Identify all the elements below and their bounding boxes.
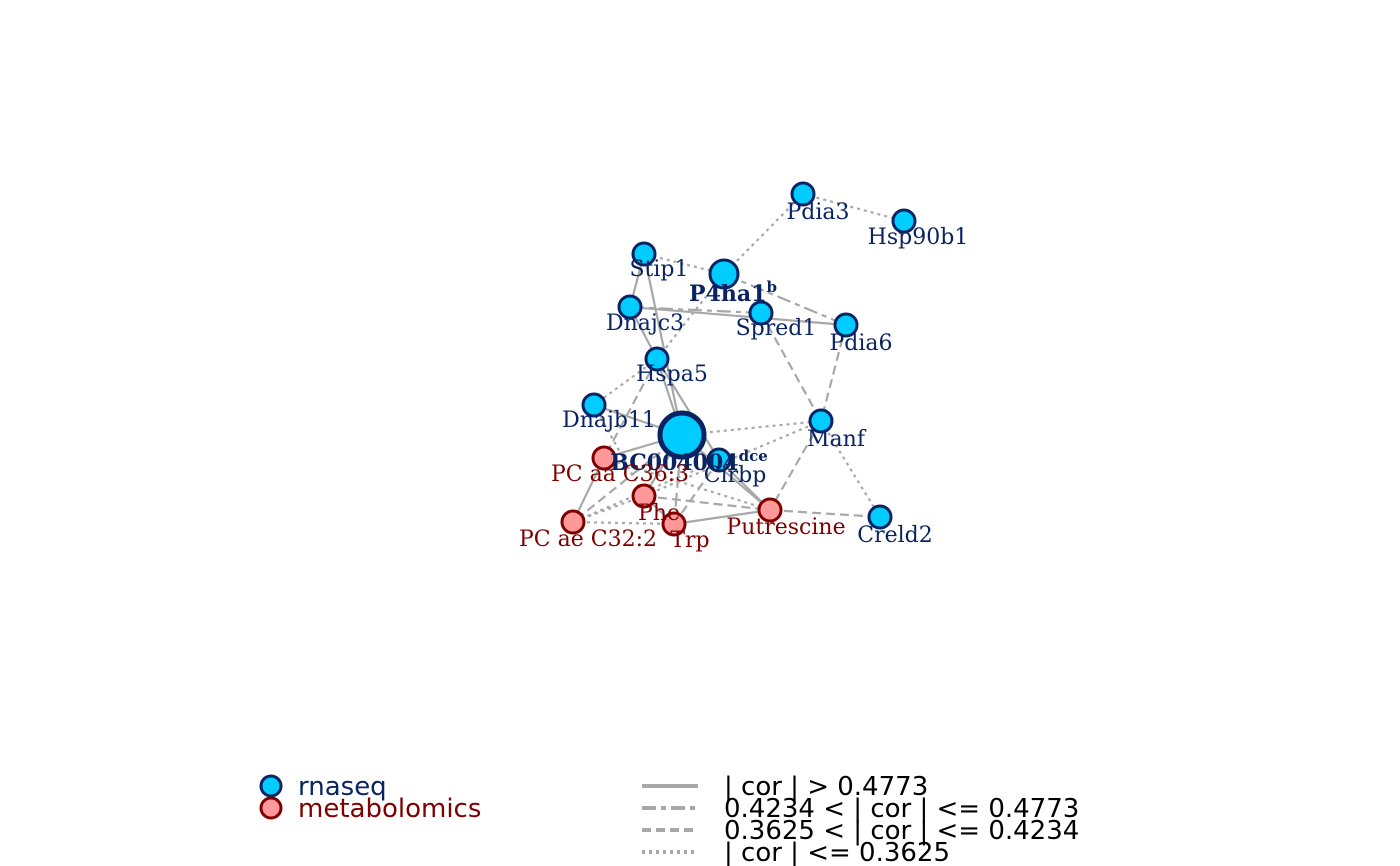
node-label-stip1: Stip1 <box>629 257 688 282</box>
node-hspa5[interactable] <box>644 346 670 372</box>
node-label-pdia3: Pdia3 <box>786 200 849 225</box>
legend-edge-label-dashdot: 0.4234 < | cor | <= 0.4773 <box>724 794 1079 824</box>
node-creld2[interactable] <box>867 504 893 530</box>
node-label-pdia6: Pdia6 <box>829 331 892 356</box>
legend-edge-label-dotted: | cor | <= 0.3625 <box>724 838 950 866</box>
edge-hspa5-pcaac363 <box>603 358 658 459</box>
node-label-spred1: Spred1 <box>736 316 817 341</box>
node-pdia3[interactable] <box>790 181 816 207</box>
node-label-pcaec322: PC ae C32:2 <box>519 527 657 552</box>
node-label-phe: Phe <box>638 501 680 526</box>
edge-phe-pcaec322 <box>572 494 645 524</box>
node-putrescine[interactable] <box>757 497 783 523</box>
edge-dnajb11-phe <box>593 404 645 497</box>
node-spred1[interactable] <box>748 300 774 326</box>
edge-pcaac363-putrescine <box>603 456 771 512</box>
legend-marker-rnaseq <box>259 774 283 798</box>
node-hsp90b1[interactable] <box>891 208 917 234</box>
node-label-pcaac363: PC aa C36:3 <box>551 462 689 487</box>
node-label-sup-bc004004: dce <box>739 447 768 465</box>
edge-manf-creld2 <box>820 420 881 518</box>
edge-pcaec322-trp <box>572 520 675 526</box>
node-pdia6[interactable] <box>833 312 859 338</box>
node-label-hsp90b1: Hsp90b1 <box>868 225 969 250</box>
node-label-putrescine: Putrescine <box>726 515 845 540</box>
edge-pdia6-manf <box>819 324 848 422</box>
node-cirbp[interactable] <box>706 447 732 473</box>
edge-manf-putrescine <box>769 420 822 511</box>
node-label-trp: Trp <box>670 528 709 553</box>
node-dnajc3[interactable] <box>617 294 643 320</box>
node-label-manf: Manf <box>807 427 867 452</box>
node-label-cirbp: Cirbp <box>704 463 767 488</box>
node-label-hspa5: Hspa5 <box>636 362 708 387</box>
node-label-dnajb11: Dnajb11 <box>562 408 656 433</box>
node-bc004004[interactable] <box>657 410 707 460</box>
edge-hspa5-dnajb11 <box>593 358 658 406</box>
node-dnajb11[interactable] <box>581 392 607 418</box>
edge-hspa5-cirbp <box>656 358 720 461</box>
edge-phe-putrescine <box>643 494 771 512</box>
node-phe[interactable] <box>631 483 657 509</box>
legend-label-metabolomics: metabolomics <box>298 794 481 824</box>
edge-pdia3-p4ha1 <box>723 193 804 275</box>
edge-spred1-manf <box>760 312 822 422</box>
node-pcaec322[interactable] <box>560 509 586 535</box>
node-label-p4ha1: P4ha1b <box>689 278 777 307</box>
edge-putrescine-creld2 <box>769 508 881 519</box>
node-label-sup-p4ha1: b <box>766 278 777 296</box>
legend-edge-label-dashed: 0.3625 < | cor | <= 0.4234 <box>724 816 1079 846</box>
node-pcaac363[interactable] <box>591 445 617 471</box>
edge-p4ha1-pdia6 <box>723 272 847 327</box>
edge-stip1-bc004004 <box>642 253 684 436</box>
nodes-layer <box>560 181 917 537</box>
node-stip1[interactable] <box>631 241 657 267</box>
node-manf[interactable] <box>808 408 834 434</box>
node-label-creld2: Creld2 <box>857 523 933 548</box>
legend-edge-label-solid: | cor | > 0.4773 <box>724 772 928 802</box>
edge-dnajc3-pdia6 <box>629 305 847 327</box>
edge-bc004004-pcaec322 <box>572 434 683 523</box>
legend-label-rnaseq: rnaseq <box>298 772 387 802</box>
node-label-bc004004: BC004004dce <box>610 447 768 476</box>
legend-marker-metabolomics <box>259 796 283 820</box>
node-label-dnajc3: Dnajc3 <box>606 311 684 336</box>
edge-trp-putrescine <box>673 508 771 526</box>
node-p4ha1[interactable] <box>708 258 740 290</box>
node-trp[interactable] <box>661 511 687 537</box>
